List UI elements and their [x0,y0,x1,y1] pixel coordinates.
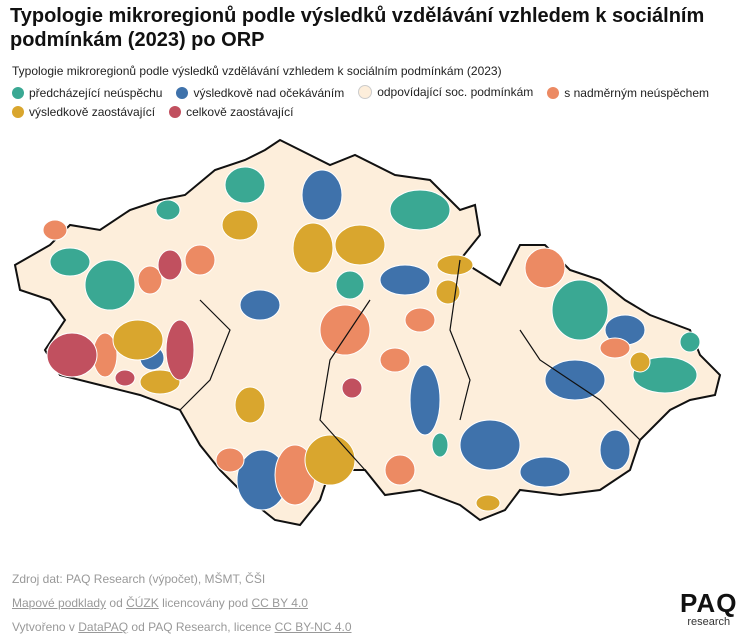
region [319,304,371,356]
region [137,265,163,295]
link[interactable]: DataPAQ [78,620,129,634]
link[interactable]: Mapové podklady [12,596,107,610]
logo-name: PAQ [680,588,738,618]
legend-item: celkově zaostávající [169,105,293,119]
link[interactable]: CC BY 4.0 [251,596,308,610]
title: Typologie mikroregionů podle výsledků vz… [10,4,750,52]
legend-label: odpovídající soc. podmínkám [377,85,534,99]
region [84,259,136,311]
legend-swatch [176,87,189,99]
text: Zdroj dat: PAQ Research (výpočet), MŠMT,… [12,572,266,586]
source-line: Vytvořeno v DataPAQ od PAQ Research, lic… [12,620,352,634]
region [404,307,436,333]
region [239,289,281,321]
region [42,219,68,241]
region [334,224,386,266]
region [114,369,136,387]
region [46,332,98,378]
region [599,337,631,359]
region [629,351,651,373]
legend-swatch [547,87,560,99]
title-line: podmínkám (2023) po ORP [10,29,265,51]
legend-swatch [12,87,24,99]
region [184,244,216,276]
region [459,419,521,471]
region [436,254,474,276]
legend-label: předcházející neúspěchu [29,86,163,100]
region [379,347,411,373]
map [13,138,722,527]
region [341,377,363,399]
region [551,279,609,341]
text: od [106,596,127,610]
link[interactable]: ČÚZK [126,596,159,610]
source-line: Mapové podklady od ČÚZK licencovány pod … [12,596,308,610]
subtitle: Typologie mikroregionů podle výsledků vz… [12,64,502,78]
region [215,447,245,473]
region [519,456,571,488]
region [224,166,266,204]
region [524,247,566,289]
legend-item: s nadměrným neúspěchem [547,86,709,100]
region [431,432,449,458]
region [384,454,416,486]
text: licencovány pod [158,596,252,610]
legend-swatch [358,85,373,99]
region [221,209,259,241]
region [679,331,701,353]
text: Vytvořeno v [12,620,79,634]
legend-item: odpovídající soc. podmínkám [358,85,533,99]
source-line: Zdroj dat: PAQ Research (výpočet), MŠMT,… [12,572,265,586]
region [234,386,266,424]
region [304,434,356,486]
legend-label: výsledkově zaostávající [29,105,156,119]
region [475,494,501,512]
region [409,364,441,436]
region [49,247,91,277]
region [157,249,183,281]
legend-swatch [169,106,182,118]
region [139,369,181,395]
region [599,429,631,471]
title-line: Typologie mikroregionů podle výsledků vz… [10,5,705,27]
region [379,264,431,296]
text: od PAQ Research, licence [128,620,275,634]
legend-swatch [12,106,24,118]
region [292,222,334,274]
legend: předcházející neúspěchu výsledkově nad oč… [12,85,732,124]
logo: PAQ research [680,590,737,628]
link[interactable]: CC BY-NC 4.0 [274,620,352,634]
region [389,189,451,231]
legend-label: s nadměrným neúspěchem [564,86,710,100]
region [165,319,195,381]
region-borders [179,259,641,471]
legend-label: celkově zaostávající [186,105,294,119]
region [155,199,181,221]
region [335,270,365,300]
region [301,169,343,221]
region [544,359,606,401]
legend-item: předcházející neúspěchu [12,86,162,100]
region [112,319,164,361]
legend-item: výsledkově zaostávající [12,105,155,119]
legend-label: výsledkově nad očekáváním [193,86,345,100]
logo-sub: research [687,616,731,628]
legend-item: výsledkově nad očekáváním [176,86,344,100]
